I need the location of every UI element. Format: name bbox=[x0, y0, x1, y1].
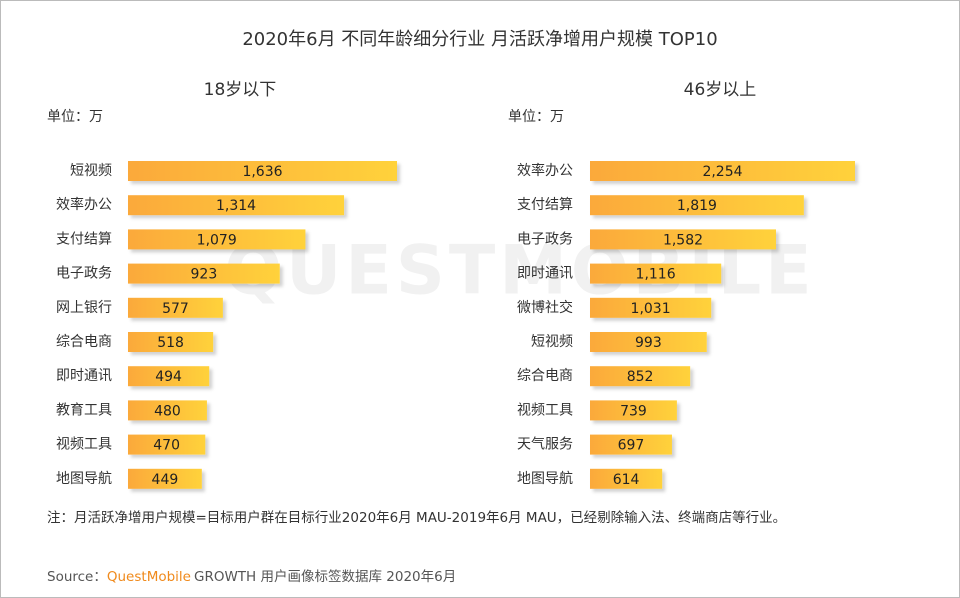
value-label: 1,031 bbox=[631, 301, 671, 317]
bar bbox=[590, 400, 677, 421]
value-label: 697 bbox=[618, 438, 645, 454]
panel-title: 46岁以上 bbox=[684, 80, 757, 100]
category-label: 地图导航 bbox=[517, 471, 573, 487]
category-label: 效率办公 bbox=[56, 196, 112, 213]
value-label: 2,254 bbox=[702, 164, 742, 180]
value-label: 577 bbox=[162, 301, 189, 317]
source-prefix: Source： bbox=[47, 569, 107, 585]
bar bbox=[590, 434, 672, 455]
bar bbox=[590, 229, 776, 250]
unit-label: 单位：万 bbox=[47, 109, 103, 125]
value-label: 1,636 bbox=[242, 164, 282, 180]
value-label: 480 bbox=[154, 403, 181, 419]
category-label: 支付结算 bbox=[56, 231, 112, 247]
category-label: 电子政务 bbox=[56, 266, 112, 282]
chart-title: 2020年6月 不同年龄细分行业 月活跃净增用户规模 TOP10 bbox=[242, 29, 717, 50]
bar bbox=[590, 297, 712, 318]
value-label: 470 bbox=[153, 438, 180, 454]
category-label: 即时通讯 bbox=[56, 368, 112, 384]
bar bbox=[590, 263, 722, 284]
category-label: 即时通讯 bbox=[517, 266, 573, 282]
bar bbox=[128, 468, 202, 489]
source-brand: QuestMobile bbox=[107, 569, 191, 585]
category-label: 支付结算 bbox=[517, 197, 573, 213]
bar bbox=[590, 366, 691, 387]
value-label: 494 bbox=[155, 369, 182, 385]
source-rest: GROWTH 用户画像标签数据库 2020年6月 bbox=[194, 568, 456, 585]
category-label: 电子政务 bbox=[517, 231, 573, 247]
bar bbox=[128, 434, 206, 455]
category-label: 微博社交 bbox=[517, 299, 573, 316]
value-label: 1,116 bbox=[636, 267, 676, 283]
value-label: 1,079 bbox=[197, 232, 237, 248]
bar bbox=[128, 263, 280, 284]
value-label: 1,582 bbox=[663, 232, 703, 248]
bar bbox=[128, 229, 306, 250]
category-label: 天气服务 bbox=[517, 437, 573, 453]
category-label: 教育工具 bbox=[56, 402, 112, 418]
value-label: 923 bbox=[191, 267, 218, 283]
note: 注：月活跃净增用户规模=目标用户群在目标行业2020年6月 MAU-2019年6… bbox=[47, 509, 786, 526]
value-label: 1,314 bbox=[216, 198, 256, 214]
bar bbox=[128, 366, 210, 387]
bar bbox=[590, 332, 707, 352]
category-label: 综合电商 bbox=[517, 368, 573, 384]
value-label: 739 bbox=[620, 403, 647, 419]
bar bbox=[128, 195, 345, 216]
category-label: 短视频 bbox=[531, 334, 573, 350]
bar bbox=[590, 468, 663, 489]
bar bbox=[128, 297, 223, 318]
source: Source：QuestMobile GROWTH 用户画像标签数据库 2020年… bbox=[47, 568, 456, 585]
value-label: 1,819 bbox=[677, 198, 717, 214]
category-label: 综合电商 bbox=[56, 334, 112, 350]
value-label: 993 bbox=[635, 335, 662, 351]
category-label: 视频工具 bbox=[517, 402, 573, 418]
value-label: 518 bbox=[157, 335, 184, 351]
panel-title: 18岁以下 bbox=[204, 80, 277, 100]
unit-label: 单位：万 bbox=[508, 109, 564, 125]
category-label: 网上银行 bbox=[56, 300, 112, 316]
bar bbox=[128, 161, 397, 181]
category-label: 地图导航 bbox=[56, 471, 112, 487]
category-label: 短视频 bbox=[70, 163, 112, 179]
bar bbox=[590, 161, 855, 181]
value-label: 852 bbox=[627, 369, 654, 385]
category-label: 效率办公 bbox=[517, 162, 573, 179]
bar bbox=[128, 332, 214, 352]
value-label: 614 bbox=[613, 472, 640, 488]
category-label: 视频工具 bbox=[56, 437, 112, 453]
bar bbox=[590, 195, 804, 216]
value-label: 449 bbox=[152, 472, 179, 488]
bar bbox=[128, 400, 207, 421]
